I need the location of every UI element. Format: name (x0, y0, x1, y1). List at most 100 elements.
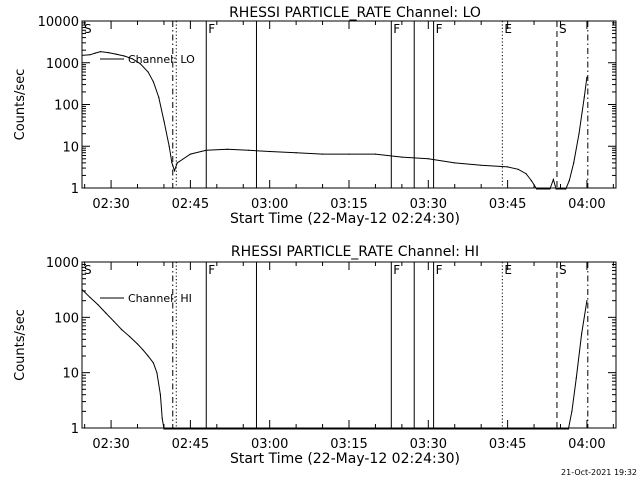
x-tick-label: 03:45 (489, 197, 526, 212)
chart-panel-hi: RHESSI PARTICLE_RATE Channel: HI 1 10 100 10… (13, 244, 617, 467)
series-line (82, 289, 588, 430)
data-point (348, 153, 350, 155)
data-point (131, 58, 133, 60)
data-point (571, 410, 573, 412)
data-point (295, 152, 297, 154)
legend-label: Channel: HI (128, 292, 192, 305)
event-marker-label: S (559, 263, 567, 277)
data-point (168, 145, 170, 147)
y-tick-label: 1000 (46, 57, 79, 72)
data-point (536, 188, 538, 190)
data-point (107, 52, 109, 54)
x-tick-label: 03:30 (410, 197, 447, 212)
data-point (552, 178, 555, 181)
x-tick-label: 03:15 (330, 437, 367, 452)
event-marker-label: S (84, 263, 92, 277)
data-point (568, 180, 570, 182)
data-point (159, 394, 161, 396)
event-marker-label: E (504, 263, 512, 277)
data-point (573, 162, 575, 164)
x-tick-label: 03:45 (489, 437, 526, 452)
event-marker-label: S (84, 22, 92, 36)
data-point (555, 188, 557, 190)
event-marker-label: F (208, 22, 215, 36)
y-axis-label: Counts/sec (13, 69, 28, 141)
footer-timestamp: 21-Oct-2021 19:32 (561, 468, 637, 477)
event-marker-label: F (393, 22, 400, 36)
data-point (454, 162, 456, 164)
x-tick-label: 03:30 (410, 437, 447, 452)
data-point (147, 355, 149, 357)
data-point (565, 188, 567, 190)
data-point (525, 173, 527, 175)
data-point (171, 162, 173, 164)
data-point (121, 329, 123, 331)
data-point (581, 333, 583, 335)
data-point (129, 335, 131, 338)
event-marker-label: F (208, 263, 215, 277)
y-tick-label: 100 (54, 311, 79, 326)
data-point (161, 417, 163, 419)
data-point (105, 312, 107, 314)
x-tick-label: 02:45 (172, 437, 209, 452)
data-point (189, 153, 191, 155)
data-point (480, 164, 482, 166)
data-point (147, 71, 149, 73)
data-point (139, 63, 141, 65)
legend-label: Channel: LO (128, 53, 195, 66)
y-tick-label: 10000 (38, 15, 79, 30)
data-point (136, 343, 139, 345)
data-point (517, 168, 519, 170)
data-point (173, 170, 176, 172)
y-tick-label: 10 (62, 367, 79, 382)
data-point (247, 149, 250, 151)
data-point (163, 120, 165, 122)
data-point (89, 296, 91, 298)
chart-panel-lo: RHESSI PARTICLE_RATE Channel: LO 1 10 100 10… (13, 5, 617, 227)
data-point (226, 148, 228, 150)
data-point (89, 54, 91, 56)
chart-title: RHESSI PARTICLE_RATE Channel: HI (231, 244, 479, 260)
data-point (583, 96, 585, 98)
data-point (99, 51, 102, 53)
data-point (578, 133, 580, 135)
data-point (158, 96, 160, 98)
data-point (113, 320, 115, 322)
data-point (142, 349, 144, 351)
y-tick-label: 1 (71, 422, 79, 437)
x-tick-label: 02:30 (92, 437, 129, 452)
x-tick-label: 03:00 (251, 437, 288, 452)
data-point (152, 81, 154, 83)
data-point (94, 52, 96, 54)
data-point (176, 162, 178, 164)
data-point (82, 54, 83, 56)
data-point (427, 158, 429, 160)
event-marker-label: S (559, 22, 567, 36)
data-point (156, 372, 158, 374)
data-point (163, 428, 165, 430)
y-tick-label: 10 (62, 140, 79, 155)
data-point (123, 55, 125, 57)
data-point (152, 362, 154, 364)
data-point (401, 156, 403, 158)
x-axis-label: Start Time (22-May-12 02:24:30) (230, 211, 460, 227)
y-tick-label: 100 (54, 99, 79, 114)
x-tick-label: 02:30 (92, 197, 129, 212)
event-marker-label: E (504, 22, 512, 36)
data-point (115, 53, 117, 55)
x-tick-label: 03:00 (251, 197, 288, 212)
x-tick-label: 04:00 (568, 197, 605, 212)
series-line (82, 51, 588, 190)
data-point (205, 149, 207, 151)
x-tick-label: 02:45 (172, 197, 209, 212)
data-point (374, 153, 376, 155)
data-point (269, 150, 271, 153)
event-marker-label: F (436, 263, 443, 277)
data-point (507, 166, 509, 168)
x-tick-label: 04:00 (568, 437, 605, 452)
event-marker-label: F (393, 263, 400, 277)
data-point (586, 76, 588, 78)
data-point (97, 304, 99, 306)
